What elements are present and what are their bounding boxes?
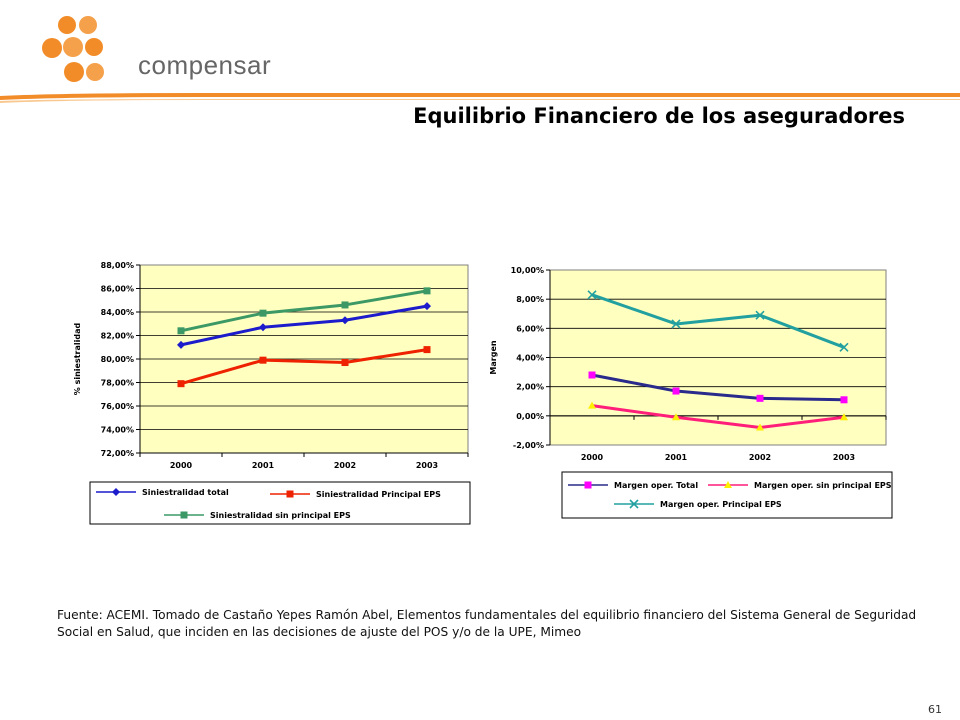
data-point	[587, 290, 597, 300]
y-tick-label: 74,00%	[101, 426, 134, 435]
series-line	[180, 304, 428, 347]
legend-label: Siniestralidad sin principal EPS	[210, 511, 351, 520]
y-tick-label: 72,00%	[101, 449, 134, 458]
data-point	[672, 387, 680, 395]
legend-item: Siniestralidad total	[96, 488, 229, 497]
data-point	[671, 319, 681, 329]
data-point	[423, 287, 431, 295]
legend-item: Margen oper. Principal EPS	[614, 499, 782, 509]
margen-chart: -2,00% 0,00% 2,00% 4,00% 6,00% 8,00% 10,00% 200…	[489, 266, 893, 519]
data-point	[177, 340, 185, 349]
y-tick-label: 4,00%	[516, 354, 544, 363]
series-line	[591, 373, 845, 402]
legend-marker	[584, 481, 592, 489]
brand-name: compensar	[138, 50, 272, 80]
legend-box	[561, 471, 893, 519]
compensar-logo: compensar	[38, 14, 271, 88]
y-tick-label: -2,00%	[513, 441, 544, 450]
legend-item: Siniestralidad Principal EPS	[270, 490, 441, 499]
data-point	[588, 401, 596, 409]
source-note: Fuente: ACEMI. Tomado de Castaño Yepes R…	[57, 608, 917, 639]
series-line	[180, 289, 428, 333]
x-tick-label: 2002	[749, 453, 771, 462]
legend-label: Margen oper. Total	[614, 481, 698, 490]
legend-label: Siniestralidad Principal EPS	[316, 490, 441, 499]
data-point	[423, 302, 431, 311]
page-number: 61	[928, 703, 942, 716]
data-point	[341, 316, 349, 325]
page-title: Equilibrio Financiero de los aseguradore…	[413, 104, 905, 128]
data-point	[341, 301, 349, 309]
data-point	[756, 423, 764, 431]
data-point	[840, 413, 848, 421]
data-point	[588, 371, 596, 379]
series-3	[587, 290, 849, 352]
legend-item: Siniestralidad sin principal EPS	[164, 511, 351, 520]
series-line	[591, 404, 845, 429]
data-point	[341, 359, 349, 367]
x-tick-label: 2003	[833, 453, 855, 462]
legend-label: Margen oper. Principal EPS	[660, 500, 782, 509]
data-point	[177, 380, 185, 388]
y-axis-label: % siniestralidad	[73, 323, 82, 396]
series-1	[588, 371, 848, 404]
data-point	[755, 310, 765, 320]
data-point	[259, 309, 267, 317]
y-tick-label: 0,00%	[516, 412, 544, 421]
y-tick-label: 76,00%	[101, 402, 134, 411]
series-1	[177, 302, 431, 349]
y-tick-label: 10,00%	[511, 266, 544, 275]
x-tick-label: 2001	[252, 461, 275, 470]
x-tick-label: 2000	[581, 453, 604, 462]
y-tick-label: 80,00%	[101, 355, 134, 364]
legend-marker	[112, 488, 120, 496]
series-3	[177, 287, 431, 335]
x-tick-label: 2003	[416, 461, 438, 470]
legend-label: Margen oper. sin principal EPS	[754, 481, 892, 490]
series-2	[588, 401, 848, 431]
logo-circles-icon	[42, 16, 104, 82]
legend-label: Siniestralidad total	[142, 488, 229, 497]
legend-marker	[724, 481, 732, 488]
y-tick-label: 84,00%	[101, 308, 134, 317]
y-tick-label: 6,00%	[516, 324, 544, 333]
y-tick-label: 2,00%	[516, 383, 544, 392]
data-point	[840, 396, 848, 404]
y-tick-label: 8,00%	[516, 295, 544, 304]
x-tick-label: 2001	[665, 453, 688, 462]
siniestralidad-chart: 72,00% 74,00% 76,00% 78,00% 80,00% 82,00% 84,0…	[73, 261, 471, 525]
data-point	[177, 327, 185, 335]
series-line	[591, 293, 845, 349]
y-tick-label: 86,00%	[101, 285, 134, 294]
x-tick-label: 2002	[334, 461, 356, 470]
data-point	[756, 394, 764, 402]
series-2	[177, 346, 431, 388]
legend-marker	[629, 499, 639, 509]
legend-item: Margen oper. sin principal EPS	[708, 481, 892, 490]
data-point	[423, 346, 431, 354]
legend-marker	[180, 511, 188, 519]
series-line	[180, 348, 428, 386]
legend-item: Margen oper. Total	[568, 481, 698, 490]
legend-marker	[286, 490, 294, 498]
y-tick-label: 82,00%	[101, 332, 134, 341]
x-tick-label: 2000	[170, 461, 193, 470]
data-point	[672, 413, 680, 421]
data-point	[839, 342, 849, 352]
data-point	[259, 356, 267, 364]
y-axis-label: Margen	[489, 340, 498, 374]
y-tick-label: 88,00%	[101, 261, 134, 270]
data-point	[259, 323, 267, 332]
y-tick-label: 78,00%	[101, 379, 134, 388]
legend-box	[89, 481, 471, 525]
